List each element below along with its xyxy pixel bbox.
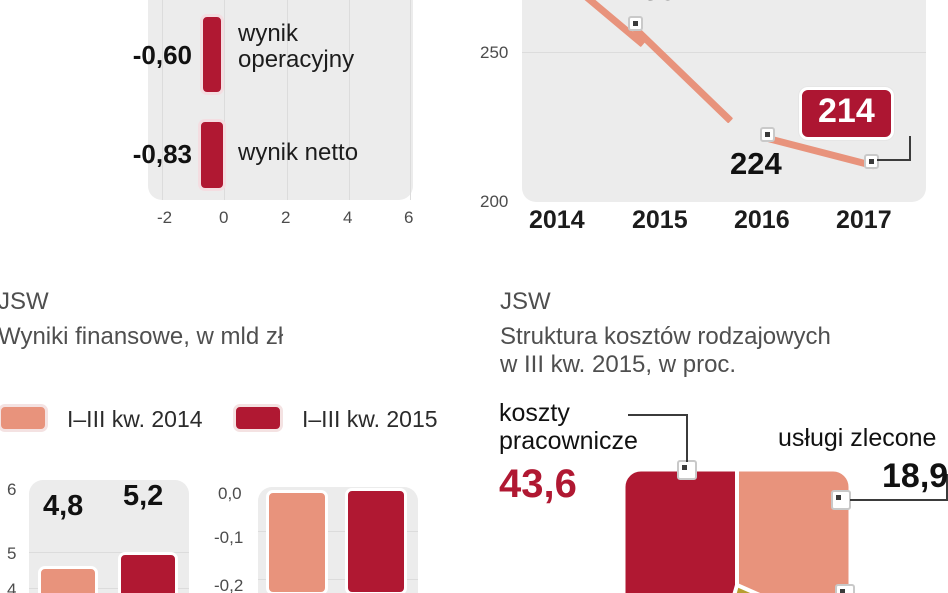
bar-revenue-2015[interactable] (118, 552, 178, 593)
bar-wynik-netto[interactable] (198, 119, 226, 191)
pie-leader-koszty-vertical (686, 414, 688, 462)
ytick-revenue-4: 4 (7, 580, 17, 593)
pie-value-uslugi-zlecone: 18,9 (882, 457, 948, 495)
gridline-result-minus02 (258, 579, 418, 580)
xtick-2014: 2014 (529, 206, 585, 234)
pie-leader-uslugi-horizontal (850, 499, 948, 501)
heading-company-jsw-left: JSW (0, 288, 49, 315)
panel-production-trend: 259 224 214 250 200 2014 2015 2016 2017 (460, 0, 948, 250)
ytick-200: 200 (480, 192, 509, 211)
line-callout-214[interactable]: 214 (799, 87, 894, 140)
heading-subtitle-right: Struktura kosztów rodzajowych w III kw. … (500, 323, 831, 379)
ytick-result-00: 0,0 (218, 484, 242, 503)
bar-label-wynik-operacyjny: wynik operacyjny (238, 20, 355, 73)
pie-label-uslugi-zlecone: usługi zlecone (778, 424, 937, 452)
xtick-minus2: -2 (157, 208, 173, 227)
bar-revenue-2014[interactable] (38, 566, 98, 593)
gridline-x-0 (224, 0, 225, 200)
ytick-result-minus02: -0,2 (214, 576, 244, 593)
plot-area-hbar (148, 0, 413, 200)
bar-value-wynik-operacyjny: -0,60 (132, 40, 192, 70)
callout-leader-horizontal (877, 159, 911, 161)
xtick-2: 2 (281, 208, 291, 227)
panel-cost-structure: JSW Struktura kosztów rodzajowych w III … (499, 282, 948, 593)
heading-company-jsw-right: JSW (500, 288, 551, 315)
legend-label-2015: I–III kw. 2015 (302, 406, 438, 432)
gridline-x-minus2 (162, 0, 163, 200)
ytick-revenue-6: 6 (7, 480, 17, 499)
xtick-2017: 2017 (836, 206, 892, 234)
bar-result-2015[interactable] (345, 488, 407, 593)
heading-subtitle-left: Wyniki finansowe, w mld zł (0, 323, 284, 350)
pie-marker-uslugi-zlecone[interactable] (831, 490, 851, 510)
gridline-x-6 (410, 0, 411, 200)
panel-financial-results: JSW Wyniki finansowe, w mld zł I–III kw.… (0, 282, 460, 593)
bar-value-revenue-2014: 4,8 (43, 490, 84, 522)
pie-value-koszty-pracownicze: 43,6 (499, 462, 577, 506)
pie-marker-koszty-pracownicze[interactable] (677, 460, 697, 480)
gridline-x-2 (287, 0, 288, 200)
legend-swatch-2015[interactable] (233, 404, 283, 432)
line-label-259: 259 (625, 0, 677, 8)
ytick-result-minus01: -0,1 (214, 528, 244, 547)
xtick-2015: 2015 (632, 206, 688, 234)
ytick-250: 250 (480, 43, 509, 62)
pie-marker-third-slice[interactable] (835, 584, 855, 593)
line-label-224: 224 (730, 146, 782, 181)
legend-swatch-2014[interactable] (0, 404, 48, 432)
xtick-6: 6 (404, 208, 414, 227)
gridline-result-minus01 (258, 531, 418, 532)
panel-operating-net-result: -0,60 wynik operacyjny -0,83 wynik netto… (0, 0, 448, 250)
bar-wynik-operacyjny[interactable] (200, 14, 224, 95)
pie-leader-uslugi-vertical (946, 474, 948, 501)
xtick-2016: 2016 (734, 206, 790, 234)
pie-svg (620, 466, 854, 593)
bar-value-revenue-2015: 5,2 (123, 480, 164, 512)
xtick-4: 4 (343, 208, 353, 227)
gridline-revenue-4 (29, 588, 189, 589)
legend-label-2014: I–III kw. 2014 (67, 406, 203, 432)
gridline-y-250 (522, 52, 926, 53)
bar-label-wynik-netto: wynik netto (238, 139, 359, 166)
line-marker-2016[interactable] (760, 127, 775, 142)
pie-label-koszty-pracownicze: koszty pracownicze (499, 399, 638, 455)
bar-value-wynik-netto: -0,83 (132, 139, 192, 169)
gridline-revenue-5 (29, 552, 189, 553)
bar-result-2014[interactable] (266, 490, 328, 593)
line-marker-2017[interactable] (864, 154, 879, 169)
pie-chart-cost-structure[interactable] (620, 466, 854, 593)
callout-leader-vertical (909, 136, 911, 161)
xtick-0: 0 (219, 208, 229, 227)
gridline-x-4 (349, 0, 350, 200)
line-marker-2015[interactable] (628, 16, 643, 31)
pie-leader-koszty-horizontal (628, 414, 688, 416)
ytick-revenue-5: 5 (7, 544, 17, 563)
